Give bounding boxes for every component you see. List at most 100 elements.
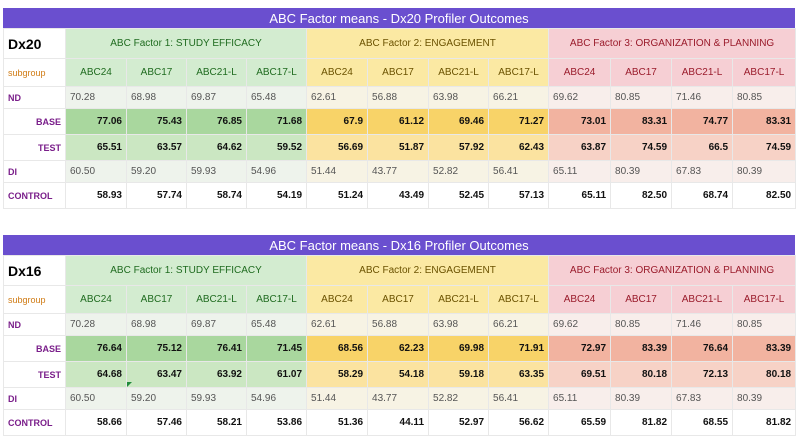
value-cell: 56.41 [488,387,550,410]
value-cell: 65.59 [548,409,612,436]
value-cell: 60.50 [65,160,127,183]
value-cell: 51.87 [367,134,430,161]
value-cell: 63.57 [126,134,187,161]
subgroup-header: ABC17 [367,58,430,87]
dx20-panel: ABC Factor means - Dx20 Profiler Outcome… [3,8,797,209]
value-cell: 62.61 [306,86,369,109]
value-cell: 71.46 [671,313,734,336]
row-label: ND [3,313,66,336]
value-cell: 71.45 [245,335,308,362]
value-cell: 62.43 [488,134,550,161]
subgroup-header: ABC17 [610,285,673,314]
value-cell: 70.28 [65,86,127,109]
value-cell: 80.85 [732,86,797,109]
data-row: TEST 65.51 63.57 64.62 59.52 56.69 51.87 57.92 6… [3,134,797,161]
value-cell: 52.82 [428,160,490,183]
value-cell: 76.64 [65,335,127,362]
value-cell: 43.77 [367,387,430,410]
value-cell: 59.93 [186,160,247,183]
value-cell: 83.31 [732,108,797,135]
panel-id-label: Dx16 [3,255,66,286]
value-cell: 66.5 [671,134,734,161]
value-cell: 51.44 [306,387,369,410]
value-cell: 74.77 [671,108,734,135]
value-cell: 71.27 [488,108,550,135]
value-cell: 76.41 [186,335,247,362]
value-cell: 51.36 [306,409,369,436]
value-cell: 63.98 [428,86,490,109]
value-cell: 68.98 [126,86,187,109]
subgroup-header: ABC17-L [245,58,308,87]
row-label: DI [3,387,66,410]
value-cell: 63.87 [548,134,612,161]
value-cell: 76.85 [186,108,247,135]
factor-header-row: Dx20 ABC Factor 1: STUDY EFFICACY ABC Fact… [3,28,797,59]
value-cell: 53.86 [245,409,308,436]
value-cell: 67.83 [671,387,734,410]
value-cell: 56.62 [488,409,550,436]
subgroup-label: subgroup [3,285,66,314]
value-cell: 80.39 [732,387,797,410]
value-cell: 58.93 [65,182,127,209]
value-cell: 64.68 [65,361,127,388]
subgroup-row: subgroup ABC24 ABC17 ABC21-L ABC17-L ABC24 ABC… [3,285,797,314]
value-cell: 69.62 [548,86,612,109]
subgroup-header: ABC24 [65,58,127,87]
row-label: ND [3,86,66,109]
subgroup-header: ABC21-L [671,58,734,87]
value-cell: 77.06 [65,108,127,135]
value-cell: 80.18 [610,361,673,388]
dx16-title: ABC Factor means - Dx16 Profiler Outcome… [3,235,795,255]
value-cell: 54.96 [245,160,308,183]
value-cell: 63.35 [488,361,550,388]
subgroup-label: subgroup [3,58,66,87]
value-cell: 69.87 [186,313,247,336]
value-cell: 72.97 [548,335,612,362]
data-row: DI 60.50 59.20 59.93 54.96 51.44 43.77 52.82 56.… [3,160,797,183]
value-cell: 67.83 [671,160,734,183]
subgroup-header: ABC17 [610,58,673,87]
subgroup-header: ABC17-L [732,58,797,87]
value-cell: 68.74 [671,182,734,209]
data-row: ND 70.28 68.98 69.87 65.48 62.61 56.88 63.98 66.… [3,86,797,109]
value-cell: 69.87 [186,86,247,109]
value-cell: 51.24 [306,182,369,209]
value-cell: 66.21 [488,86,550,109]
value-cell: 59.93 [186,387,247,410]
value-cell: 65.48 [245,313,308,336]
subgroup-header: ABC17-L [488,285,550,314]
value-cell: 69.62 [548,313,612,336]
value-cell: 65.48 [245,86,308,109]
value-cell: 57.13 [488,182,550,209]
row-label: DI [3,160,66,183]
subgroup-header: ABC17 [126,58,187,87]
value-cell: 56.41 [488,160,550,183]
value-cell: 54.19 [245,182,308,209]
value-cell: 82.50 [732,182,797,209]
subgroup-header: ABC17-L [732,285,797,314]
value-cell: 54.18 [367,361,430,388]
data-row: ND 70.28 68.98 69.87 65.48 62.61 56.88 63.98 66.… [3,313,797,336]
subgroup-header: ABC21-L [186,58,247,87]
value-cell: 65.51 [65,134,127,161]
value-cell: 74.59 [732,134,797,161]
value-cell: 83.39 [610,335,673,362]
subgroup-header: ABC21-L [186,285,247,314]
subgroup-header: ABC21-L [428,285,490,314]
value-cell: 70.28 [65,313,127,336]
data-row: CONTROL 58.66 57.46 58.21 53.86 51.36 44.11 52.… [3,409,797,436]
value-cell: 69.46 [428,108,490,135]
value-cell: 63.98 [428,313,490,336]
value-cell: 69.98 [428,335,490,362]
value-cell: 43.49 [367,182,430,209]
subgroup-header: ABC24 [548,58,612,87]
dx20-title: ABC Factor means - Dx20 Profiler Outcome… [3,8,795,28]
value-cell: 69.51 [548,361,612,388]
value-cell: 58.74 [186,182,247,209]
value-cell: 44.11 [367,409,430,436]
value-cell: 59.52 [245,134,308,161]
value-cell: 80.39 [610,387,673,410]
value-cell: 61.07 [245,361,308,388]
value-cell: 66.21 [488,313,550,336]
panel-id-label: Dx20 [3,28,66,59]
